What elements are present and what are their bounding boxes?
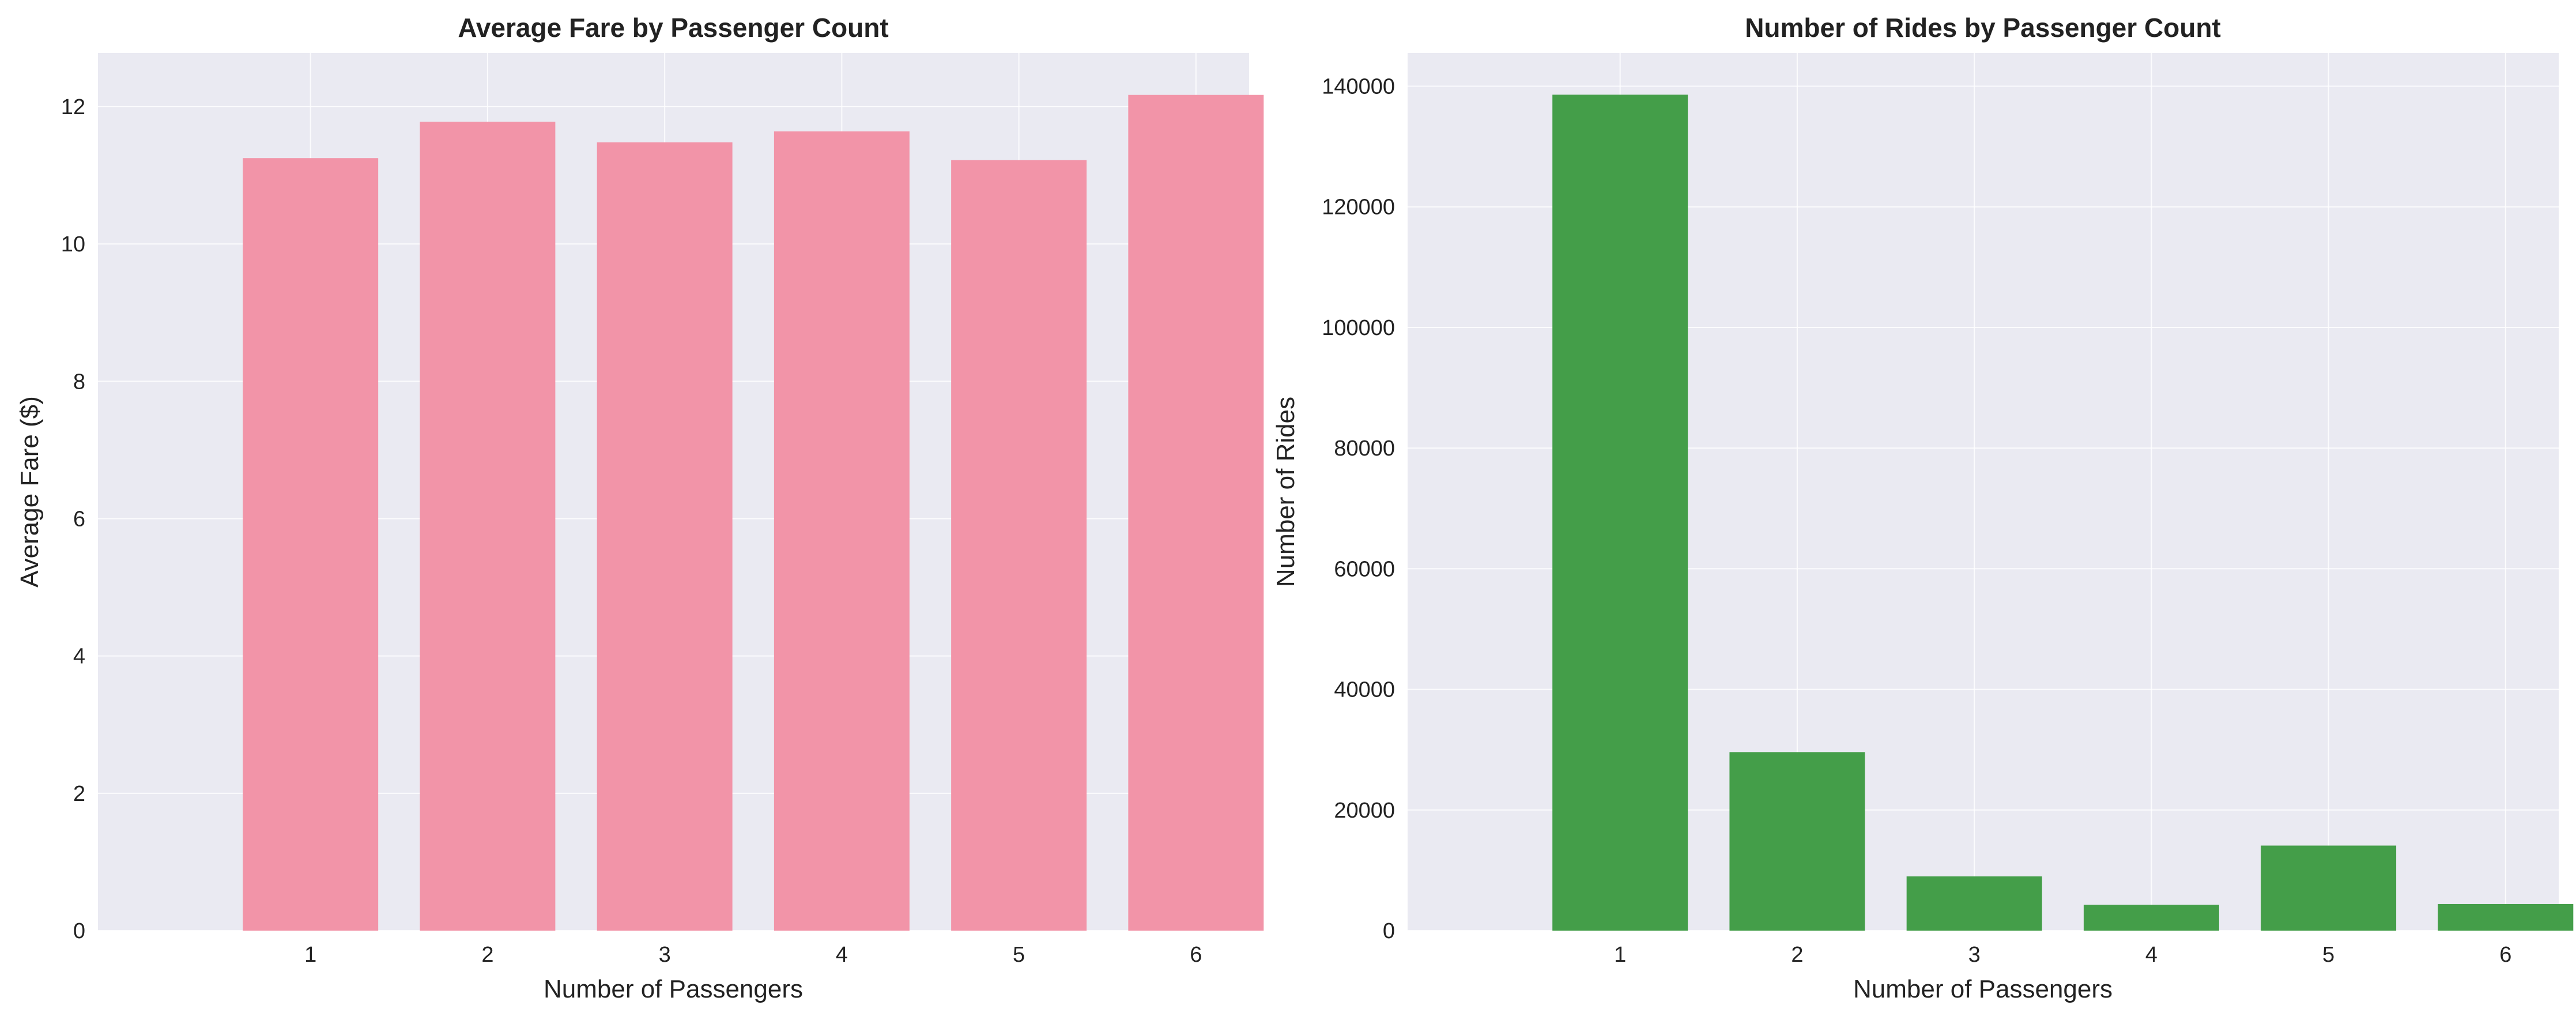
x-tick-label: 3: [659, 943, 671, 967]
y-axis-label-average-fare: Average Fare ($): [16, 396, 44, 588]
y-ticks-number-of-rides: 0 20000 40000 60000 80000 100000 120000 140000: [1322, 75, 1395, 943]
bar-4: [2083, 905, 2219, 931]
y-tick-label: 0: [1383, 919, 1395, 943]
x-ticks-number-of-rides: 1 2 3 4 5 6: [1614, 943, 2511, 967]
x-tick-label: 2: [1791, 943, 1803, 967]
bar-1: [243, 158, 379, 931]
y-tick-label: 20000: [1334, 799, 1395, 823]
chart-title-average-fare: Average Fare by Passenger Count: [458, 13, 888, 43]
x-tick-label: 5: [1013, 943, 1025, 967]
bar-3: [1906, 876, 2042, 931]
y-tick-label: 40000: [1334, 678, 1395, 702]
x-tick-label: 1: [1614, 943, 1626, 967]
x-tick-label: 3: [1968, 943, 1981, 967]
bars-average-fare: [243, 95, 1264, 931]
bar-5: [2261, 845, 2397, 931]
y-axis-label-number-of-rides: Number of Rides: [1272, 397, 1300, 587]
y-tick-label: 10: [61, 232, 85, 257]
bar-2: [420, 122, 556, 931]
x-tick-label: 6: [2499, 943, 2511, 967]
x-tick-label: 4: [836, 943, 848, 967]
y-tick-label: 12: [61, 95, 85, 119]
bar-4: [774, 131, 910, 931]
x-tick-label: 6: [1190, 943, 1202, 967]
bar-3: [597, 142, 733, 931]
bar-5: [951, 160, 1087, 931]
bar-6: [1128, 95, 1264, 931]
x-tick-label: 1: [304, 943, 316, 967]
y-tick-label: 140000: [1322, 75, 1395, 99]
chart-number-of-rides: 020000400006000080000100000120000140000 …: [1272, 13, 2574, 1003]
y-tick-label: 6: [73, 507, 85, 531]
bar-2: [1729, 752, 1865, 931]
y-tick-label: 120000: [1322, 195, 1395, 220]
y-tick-label: 8: [73, 370, 85, 394]
y-tick-label: 4: [73, 645, 85, 669]
bar-6: [2438, 904, 2574, 931]
y-tick-label: 2: [73, 782, 85, 806]
chart-title-number-of-rides: Number of Rides by Passenger Count: [1745, 13, 2221, 43]
x-axis-label-average-fare: Number of Passengers: [544, 975, 803, 1003]
x-axis-label-number-of-rides: Number of Passengers: [1853, 975, 2113, 1003]
bar-1: [1552, 95, 1688, 931]
x-tick-label: 2: [481, 943, 493, 967]
y-ticks-average-fare: 0 2 4 6 8 10 12: [61, 95, 85, 943]
y-tick-label: 60000: [1334, 557, 1395, 581]
y-tick-label: 100000: [1322, 316, 1395, 340]
x-ticks-average-fare: 1 2 3 4 5 6: [304, 943, 1202, 967]
y-tick-label: 0: [73, 919, 85, 943]
x-tick-label: 4: [2145, 943, 2158, 967]
x-tick-label: 5: [2322, 943, 2334, 967]
bars-number-of-rides: [1552, 95, 2574, 931]
y-tick-label: 80000: [1334, 436, 1395, 461]
